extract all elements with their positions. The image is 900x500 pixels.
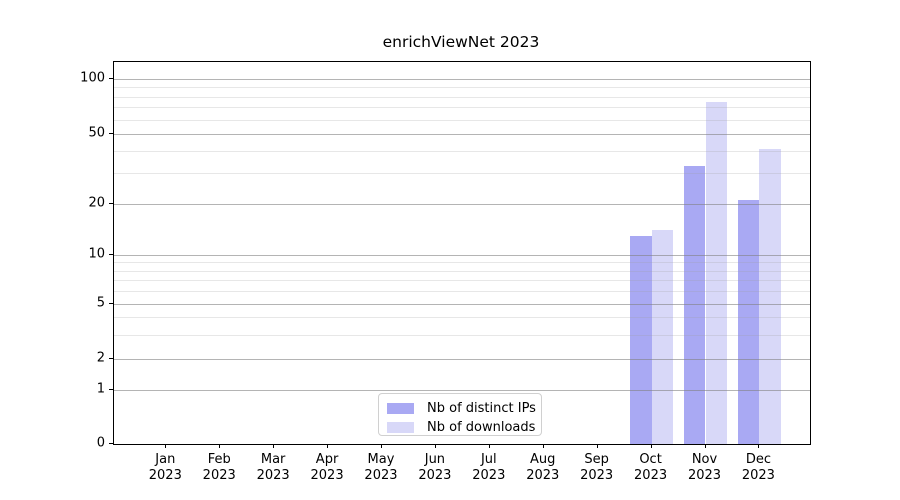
x-tick-label: May 2023 <box>364 452 398 483</box>
x-tick-mark <box>704 444 706 448</box>
y-tick-mark <box>109 203 113 204</box>
y-tick-mark <box>109 303 113 304</box>
x-tick-label: Jan 2023 <box>148 452 182 483</box>
bar <box>705 101 728 444</box>
gridline-minor <box>114 270 810 272</box>
legend: Nb of distinct IPs Nb of downloads <box>378 393 542 436</box>
x-tick-label: Dec 2023 <box>741 452 775 483</box>
x-tick-label: Mar 2023 <box>256 452 290 483</box>
y-tick-mark <box>109 389 113 390</box>
x-tick-mark <box>434 444 436 448</box>
y-tick-mark <box>109 254 113 255</box>
y-tick-label: 2 <box>96 350 105 366</box>
gridline-major <box>114 79 810 80</box>
x-tick-label: Aug 2023 <box>526 452 560 483</box>
y-tick-label: 50 <box>88 125 105 141</box>
x-tick-label: Nov 2023 <box>687 452 722 483</box>
x-tick-label: Feb 2023 <box>202 452 236 483</box>
gridline-minor <box>114 119 810 121</box>
gridline-major <box>114 359 810 360</box>
gridline-major <box>114 134 810 135</box>
gridline-minor <box>114 317 810 319</box>
legend-label-downloads: Nb of downloads <box>427 420 536 435</box>
x-tick-label: Oct 2023 <box>634 452 668 483</box>
y-tick-label: 10 <box>88 246 105 262</box>
x-tick-mark <box>273 444 275 448</box>
gridline-minor <box>114 334 810 336</box>
y-tick-label: 20 <box>88 195 105 211</box>
chart-title: enrichViewNet 2023 <box>382 33 540 51</box>
y-tick-label: 0 <box>96 435 105 451</box>
y-tick-label: 5 <box>96 295 105 311</box>
gridline-major <box>114 204 810 205</box>
x-tick-mark <box>596 444 598 448</box>
x-tick-mark <box>758 444 760 448</box>
gridline-minor <box>114 107 810 109</box>
gridline-minor <box>114 87 810 89</box>
gridline-minor <box>114 280 810 282</box>
legend-swatch-downloads <box>387 422 414 433</box>
bar <box>759 149 781 444</box>
x-tick-mark <box>219 444 221 448</box>
bar <box>737 200 760 444</box>
x-tick-mark <box>650 444 652 448</box>
gridline-minor <box>114 291 810 293</box>
y-tick-mark <box>109 78 113 79</box>
gridline-major <box>114 390 810 391</box>
gridline-major <box>114 255 810 256</box>
gridline-minor <box>114 173 810 175</box>
y-tick-label: 1 <box>96 381 105 397</box>
x-tick-label: Apr 2023 <box>310 452 344 483</box>
y-tick-label: 100 <box>80 70 105 86</box>
legend-swatch-distinct-ips <box>387 403 414 414</box>
x-tick-mark <box>380 444 382 448</box>
x-tick-mark <box>488 444 490 448</box>
bar <box>629 235 652 444</box>
x-tick-label: Sep 2023 <box>580 452 614 483</box>
x-tick-mark <box>542 444 544 448</box>
x-tick-label: Jul 2023 <box>472 452 506 483</box>
x-tick-mark <box>327 444 329 448</box>
gridline-major <box>114 304 810 305</box>
gridline-minor <box>114 262 810 264</box>
gridline-minor <box>114 96 810 98</box>
legend-label-distinct-ips: Nb of distinct IPs <box>427 401 536 416</box>
legend-entry: Nb of distinct IPs <box>379 399 541 418</box>
y-tick-mark <box>109 133 113 134</box>
gridline-minor <box>114 151 810 153</box>
x-tick-label: Jun 2023 <box>418 452 452 483</box>
x-tick-mark <box>165 444 167 448</box>
plot-area <box>113 61 811 445</box>
y-tick-mark <box>109 358 113 359</box>
legend-entry: Nb of downloads <box>379 418 541 437</box>
y-tick-mark <box>109 443 113 444</box>
